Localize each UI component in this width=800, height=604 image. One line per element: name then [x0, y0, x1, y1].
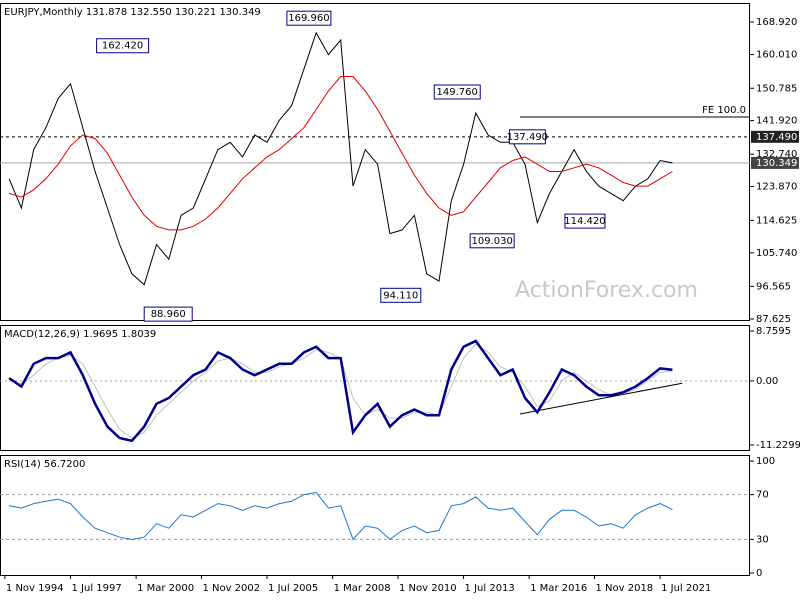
y-tick-label: 70	[756, 490, 769, 501]
annotation-label: 169.960	[288, 13, 329, 24]
annotation-label: 94.110	[383, 290, 418, 301]
y-tick-label: 123.870	[756, 182, 797, 193]
annotation-box	[143, 306, 193, 322]
x-tick-label: 1 Mar 2000	[137, 583, 194, 594]
x-tick-label: 1 Nov 2018	[595, 583, 653, 594]
trendline	[519, 382, 683, 415]
y-tick-label: 0	[756, 568, 762, 579]
panel-frame	[0, 3, 750, 321]
x-tick-label: 1 Jul 1997	[72, 583, 122, 594]
x-tick-label: 1 Mar 2008	[334, 583, 391, 594]
y-tick-label: 168.920	[756, 17, 797, 28]
y-tick-label: 8.7595	[756, 326, 791, 337]
y-tick-label: -11.2299	[756, 440, 800, 451]
x-tick-label: 1 Jul 2021	[661, 583, 711, 594]
annotation-box	[433, 84, 481, 100]
series-line	[9, 491, 673, 541]
annotation-label: 162.420	[102, 41, 143, 52]
y-tick-label: 100	[756, 456, 775, 467]
x-tick-label: 1 Jul 2005	[268, 583, 318, 594]
annotation-box	[286, 10, 332, 26]
x-tick-label: 1 Mar 2016	[530, 583, 587, 594]
annotation-label: 149.760	[437, 87, 478, 98]
panel-title: RSI(14) 56.7200	[4, 459, 85, 470]
series-line	[8, 76, 673, 231]
price-level-label: 137.490	[756, 132, 797, 143]
y-tick-label: 0.00	[756, 376, 778, 387]
price-level-label: 130.349	[756, 158, 797, 169]
y-tick-label: 30	[756, 534, 769, 545]
y-tick-label: 96.565	[756, 281, 791, 292]
annotation-label: 88.960	[151, 309, 186, 320]
watermark: ActionForex.com	[515, 278, 698, 303]
y-tick-label: 105.740	[756, 248, 797, 259]
price-level-box	[751, 156, 799, 169]
panel-title: EURJPY,Monthly 131.878 132.550 130.221 1…	[4, 7, 261, 18]
y-tick-label: 160.010	[756, 50, 797, 61]
panel-title: MACD(12,26,9) 1.9695 1.8039	[4, 329, 156, 340]
x-tick-label: 1 Nov 2010	[399, 583, 457, 594]
x-tick-label: 1 Jul 2013	[465, 583, 515, 594]
y-tick-label: 132.740	[756, 149, 797, 160]
y-tick-label: 114.625	[756, 215, 797, 226]
series-line	[8, 31, 673, 286]
annotation-box	[380, 287, 422, 303]
panel-frame	[0, 325, 750, 451]
annotation-box	[96, 38, 150, 54]
annotation-label: 137.490	[507, 132, 548, 143]
price-level-box	[751, 130, 799, 143]
x-tick-label: 1 Nov 2002	[202, 583, 260, 594]
panel-frame	[0, 455, 750, 576]
annotation-box	[564, 213, 606, 229]
annotation-box	[508, 129, 546, 145]
y-tick-label: 150.785	[756, 83, 797, 94]
annotation-label: 109.030	[471, 236, 512, 247]
series-line	[8, 339, 673, 443]
x-tick-label: 1 Nov 1994	[6, 583, 64, 594]
y-tick-label: 141.920	[756, 116, 797, 127]
fe-label: FE 100.0	[702, 105, 746, 116]
annotation-label: 114.420	[564, 216, 605, 227]
y-tick-label: 87.625	[756, 314, 791, 325]
annotation-box	[469, 233, 515, 249]
